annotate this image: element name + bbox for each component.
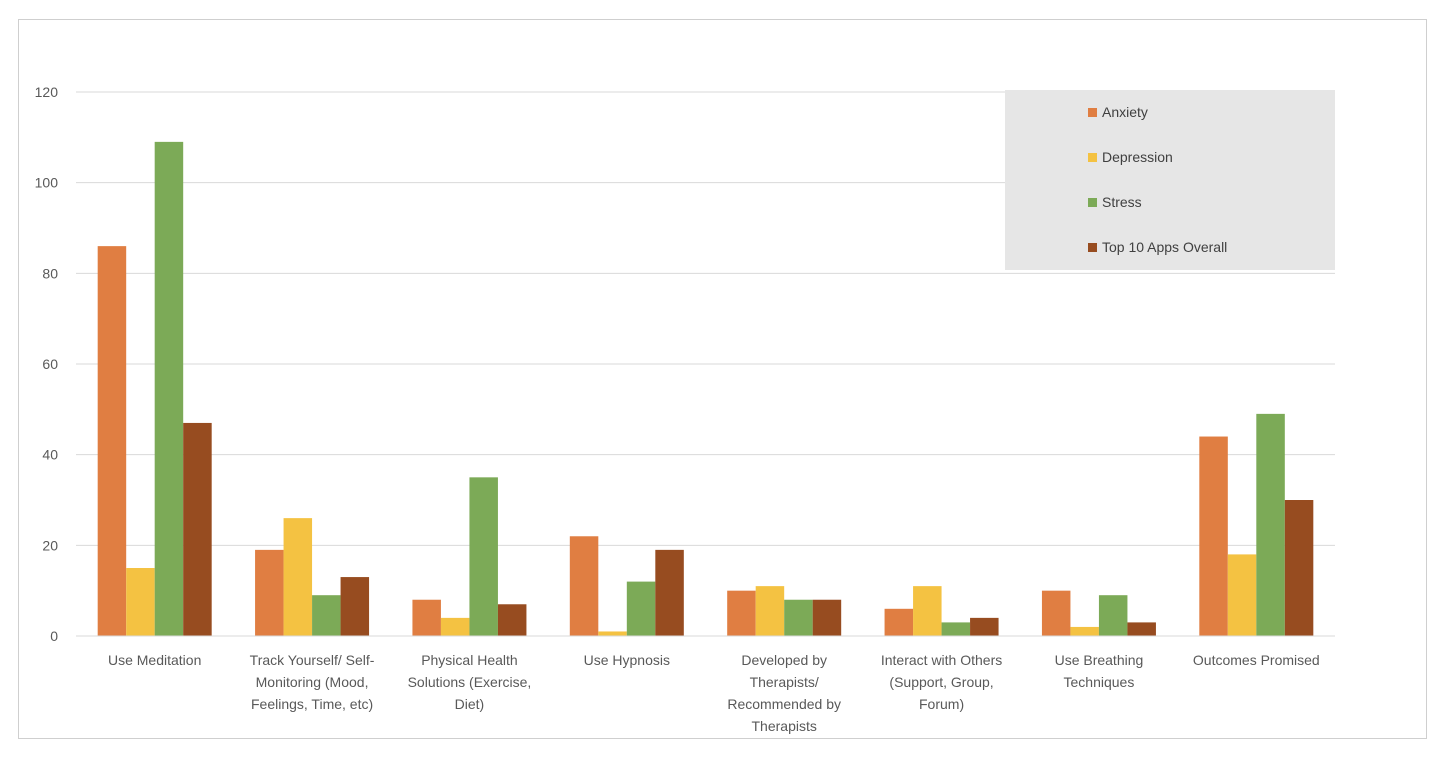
bar-top-10-apps-overall: [340, 577, 370, 636]
legend-label: Stress: [1102, 194, 1142, 210]
bar-stress: [784, 599, 813, 636]
bar-top-10-apps-overall: [1127, 622, 1156, 636]
legend-background: [1005, 90, 1335, 270]
x-category-label: Track Yourself/ Self-Monitoring (Mood, Fe…: [250, 652, 375, 712]
y-tick-label: 60: [42, 356, 58, 372]
bar-top-10-apps-overall: [812, 599, 842, 636]
y-tick-label: 80: [42, 265, 58, 281]
bar-stress: [1256, 413, 1285, 636]
bar-depression: [126, 568, 155, 636]
bar-depression: [598, 631, 627, 636]
bar-anxiety: [1199, 436, 1228, 636]
bar-anxiety: [1041, 590, 1071, 636]
x-category-label: Use Breathing Techniques: [1055, 652, 1144, 690]
y-tick-label: 40: [42, 447, 58, 463]
x-axis-category-labels: Use Meditation Track Yourself/ Self-Monit…: [108, 652, 1320, 734]
legend-swatch: [1088, 198, 1097, 207]
bar-stress: [469, 477, 498, 636]
legend-label: Top 10 Apps Overall: [1102, 239, 1227, 255]
bar-anxiety: [97, 246, 127, 636]
legend-label: Depression: [1102, 149, 1173, 165]
bar-top-10-apps-overall: [1284, 500, 1314, 636]
legend-swatch: [1088, 243, 1097, 252]
bar-depression: [913, 586, 942, 636]
bar-top-10-apps-overall: [655, 549, 684, 636]
bar-anxiety: [569, 536, 599, 636]
bar-anxiety: [727, 590, 756, 636]
legend-swatch: [1088, 153, 1097, 162]
bar-depression: [755, 586, 785, 636]
bar-anxiety: [255, 549, 284, 636]
bar-depression: [1070, 626, 1099, 636]
y-tick-label: 0: [50, 628, 58, 644]
bars: [97, 141, 1314, 636]
x-category-label: Interact with Others (Support, Group, Foru…: [881, 652, 1002, 712]
bar-stress: [941, 622, 971, 636]
bar-stress: [154, 141, 184, 636]
y-tick-label: 120: [35, 84, 59, 100]
legend-label: Anxiety: [1102, 104, 1148, 120]
x-category-label: Developed by Therapists/Recommended by The…: [727, 652, 841, 734]
legend-swatch: [1088, 108, 1097, 117]
bar-depression: [1227, 554, 1257, 636]
x-category-label: Outcomes Promised: [1193, 652, 1320, 668]
x-category-label: Use Meditation: [108, 652, 201, 668]
y-axis-tick-labels: 0 20 40 60 80 100 120: [35, 84, 59, 644]
bar-depression: [283, 518, 313, 636]
x-category-label: Use Hypnosis: [584, 652, 670, 668]
x-category-label: Physical Health Solutions (Exercise, Diet): [408, 652, 532, 712]
bar-depression: [440, 617, 470, 636]
bar-stress: [626, 581, 656, 636]
y-tick-label: 100: [35, 175, 59, 191]
bar-top-10-apps-overall: [497, 604, 527, 636]
bar-anxiety: [412, 599, 441, 636]
bar-top-10-apps-overall: [183, 422, 212, 636]
bar-anxiety: [884, 608, 914, 636]
y-tick-label: 20: [42, 537, 58, 553]
bar-stress: [1098, 595, 1128, 636]
bar-stress: [312, 595, 341, 636]
bar-top-10-apps-overall: [970, 617, 999, 636]
legend: Anxiety Depression Stress Top 10 Apps Overa…: [1005, 90, 1335, 270]
